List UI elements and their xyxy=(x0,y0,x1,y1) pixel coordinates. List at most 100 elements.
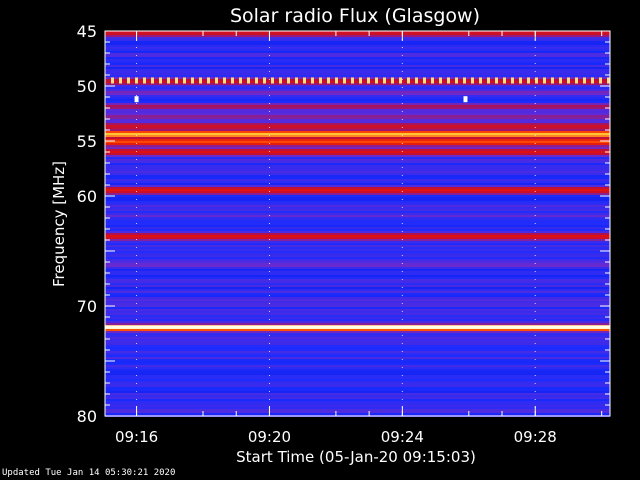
plot-frame xyxy=(104,30,611,417)
interference-dot xyxy=(415,77,418,84)
spectrogram-row xyxy=(105,309,610,311)
interference-dot xyxy=(311,77,314,84)
spectrogram-row xyxy=(105,363,610,365)
interference-dot xyxy=(495,77,498,84)
spectrogram-row xyxy=(105,185,610,187)
x-tick-label: 09:24 xyxy=(381,428,424,446)
spectrogram-row xyxy=(105,381,610,383)
spectrogram-row xyxy=(105,157,610,159)
spectrogram-row xyxy=(105,399,610,401)
spectrogram-row xyxy=(105,281,610,283)
spectrogram-row xyxy=(105,141,610,143)
spectrogram-row xyxy=(105,161,610,163)
spectrogram-row xyxy=(105,315,610,317)
x-axis-label: Start Time (05-Jan-20 09:15:03) xyxy=(236,448,476,466)
spectrogram-row xyxy=(105,337,610,339)
y-tick-label: 70 xyxy=(77,297,97,316)
interference-dot xyxy=(175,77,178,84)
spectrogram-row xyxy=(105,307,610,309)
spectrogram-row xyxy=(105,201,610,203)
spectrogram-row xyxy=(105,345,610,347)
burst-spike xyxy=(463,96,468,103)
interference-dot xyxy=(263,77,266,84)
spectrogram-row xyxy=(105,105,610,107)
spectrogram-row xyxy=(105,127,610,129)
spectrogram-row xyxy=(105,371,610,373)
interference-dot xyxy=(247,77,250,84)
spectrogram-row xyxy=(105,209,610,211)
interference-dot xyxy=(471,77,474,84)
spectrogram-row xyxy=(105,369,610,371)
spectrogram-row xyxy=(105,357,610,359)
spectrogram-row xyxy=(105,39,610,41)
spectrogram-row xyxy=(105,271,610,273)
spectrogram-row xyxy=(105,379,610,381)
interference-dot xyxy=(583,77,586,84)
spectrogram-row xyxy=(105,279,610,281)
spectrogram-row xyxy=(105,239,610,241)
spectrogram-row xyxy=(105,233,610,235)
burst-spike xyxy=(134,96,139,103)
interference-dot xyxy=(439,77,442,84)
spectrogram-row xyxy=(105,305,610,307)
spectrogram-row xyxy=(105,117,610,119)
interference-dot xyxy=(215,77,218,84)
spectrogram-row xyxy=(105,407,610,409)
spectrogram-row xyxy=(105,235,610,237)
interference-dot xyxy=(599,77,602,84)
spectrogram-row xyxy=(105,189,610,191)
spectrogram-row xyxy=(105,139,610,141)
interference-dot xyxy=(191,77,194,84)
spectrogram-row xyxy=(105,237,610,239)
spectrogram-row xyxy=(105,135,610,137)
spectrogram-row xyxy=(105,361,610,363)
interference-dot xyxy=(391,77,394,84)
spectrogram-row xyxy=(105,263,610,265)
spectrogram-row xyxy=(105,71,610,73)
interference-dot xyxy=(575,77,578,84)
interference-dot xyxy=(591,77,594,84)
spectrogram-row xyxy=(105,351,610,353)
spectrogram-row xyxy=(105,313,610,315)
spectrogram-row xyxy=(105,359,610,361)
interference-dot xyxy=(487,77,490,84)
spectrogram-row xyxy=(105,343,610,345)
interference-dot xyxy=(111,77,114,84)
spectrogram-row xyxy=(105,31,610,33)
spectrogram-row xyxy=(105,163,610,165)
interference-dot xyxy=(463,77,466,84)
interference-dot xyxy=(303,77,306,84)
spectrogram-row xyxy=(105,101,610,103)
interference-dot xyxy=(271,77,274,84)
interference-dot xyxy=(519,77,522,84)
spectrogram-row xyxy=(105,349,610,351)
spectrogram-row xyxy=(105,405,610,407)
spectrogram-row xyxy=(105,243,610,245)
spectrogram-row xyxy=(105,221,610,223)
spectrogram-row xyxy=(105,261,610,263)
spectrogram-row xyxy=(105,301,610,303)
plot-area xyxy=(105,31,610,417)
spectrogram-row xyxy=(105,355,610,357)
spectrogram-row xyxy=(105,207,610,209)
spectrogram-row xyxy=(105,95,610,97)
spectrogram-row xyxy=(105,223,610,225)
update-timestamp: Updated Tue Jan 14 05:30:21 2020 xyxy=(2,468,176,478)
spectrogram-row xyxy=(105,33,610,35)
spectrogram-row xyxy=(105,155,610,157)
spectrogram-row xyxy=(105,251,610,253)
spectrogram-row xyxy=(105,165,610,167)
spectrogram-row xyxy=(105,401,610,403)
y-tick-label: 45 xyxy=(77,22,97,41)
interference-dot xyxy=(551,77,554,84)
spectrogram-row xyxy=(105,193,610,195)
spectrogram-row xyxy=(105,391,610,393)
spectrogram-row xyxy=(105,151,610,153)
spectrogram-row xyxy=(105,41,610,43)
spectrogram-row xyxy=(105,169,610,171)
spectrogram-row xyxy=(105,149,610,151)
spectrogram-row xyxy=(105,35,610,37)
interference-dot xyxy=(503,77,506,84)
spectrogram-row xyxy=(105,175,610,177)
